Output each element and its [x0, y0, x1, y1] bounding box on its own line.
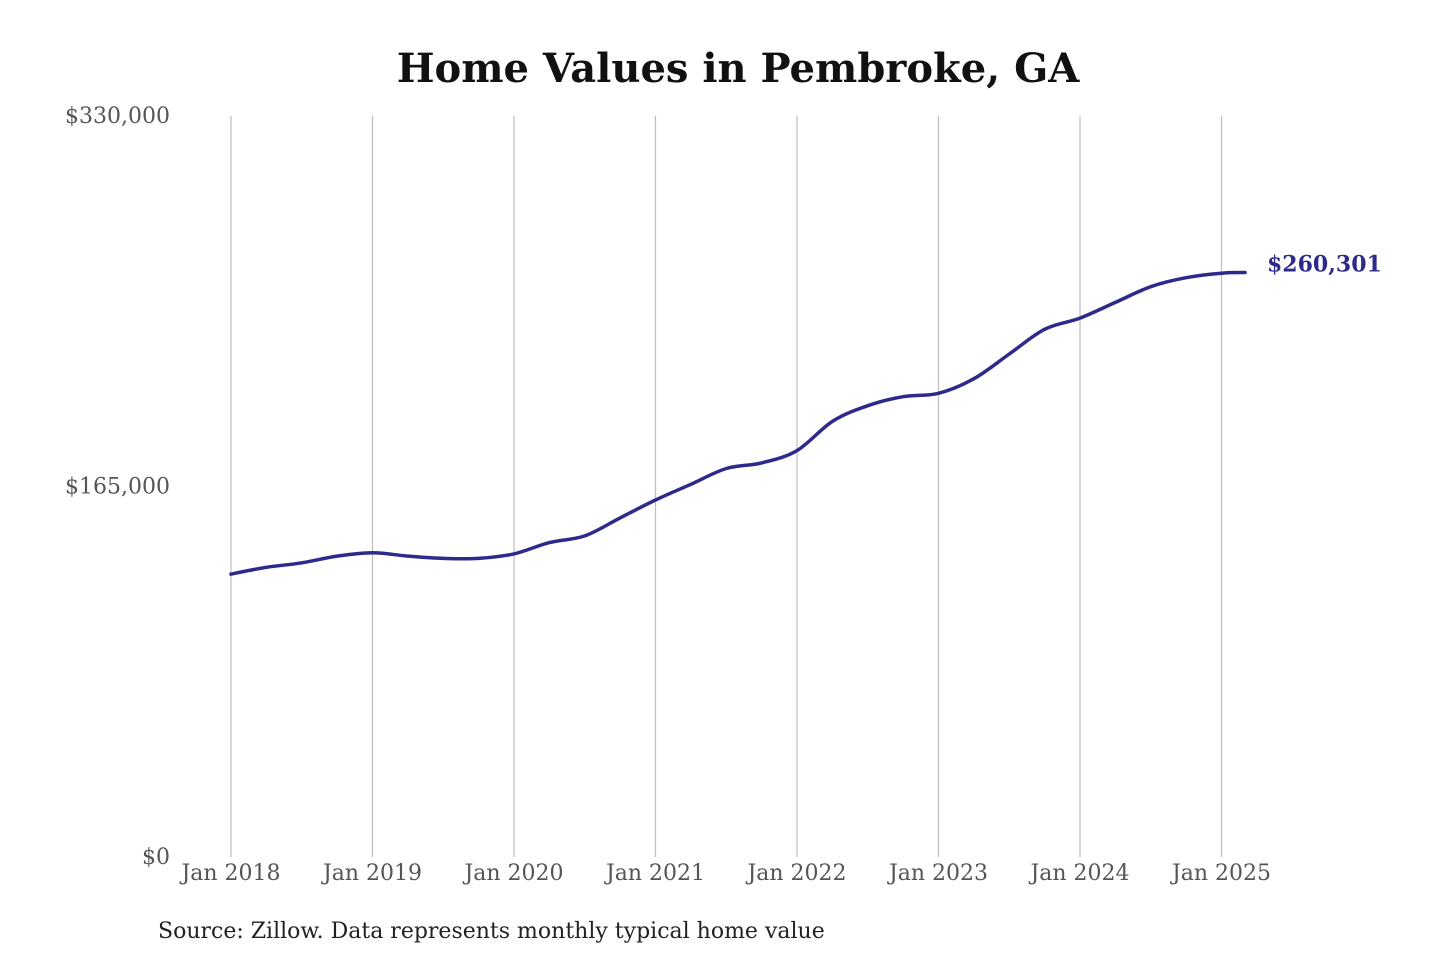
y-tick-label: $330,000: [65, 104, 170, 129]
x-tick-label: Jan 2023: [887, 861, 988, 886]
x-tick-label: Jan 2020: [462, 861, 563, 886]
series-line-0: [229, 270, 1247, 576]
series-layer: $260,301: [229, 252, 1382, 576]
source-note: Source: Zillow. Data represents monthly …: [158, 919, 825, 944]
x-tick-label: Jan 2018: [179, 861, 280, 886]
chart-title: Home Values in Pembroke, GA: [397, 45, 1081, 92]
x-tick-label: Jan 2019: [321, 861, 422, 886]
x-tick-label: Jan 2024: [1028, 861, 1129, 886]
grid-lines: [230, 116, 1223, 857]
x-tick-label: Jan 2025: [1170, 861, 1271, 886]
y-tick-label: $0: [142, 845, 170, 870]
y-axis-ticks: $0 $165,000 $330,000: [65, 104, 170, 870]
y-tick-label: $165,000: [65, 475, 170, 500]
end-value-label: $260,301: [1267, 252, 1382, 278]
x-tick-label: Jan 2021: [604, 861, 705, 886]
x-tick-label: Jan 2022: [745, 861, 846, 886]
x-axis-ticks: Jan 2018 Jan 2019 Jan 2020 Jan 2021 Jan 2022…: [179, 861, 1271, 886]
